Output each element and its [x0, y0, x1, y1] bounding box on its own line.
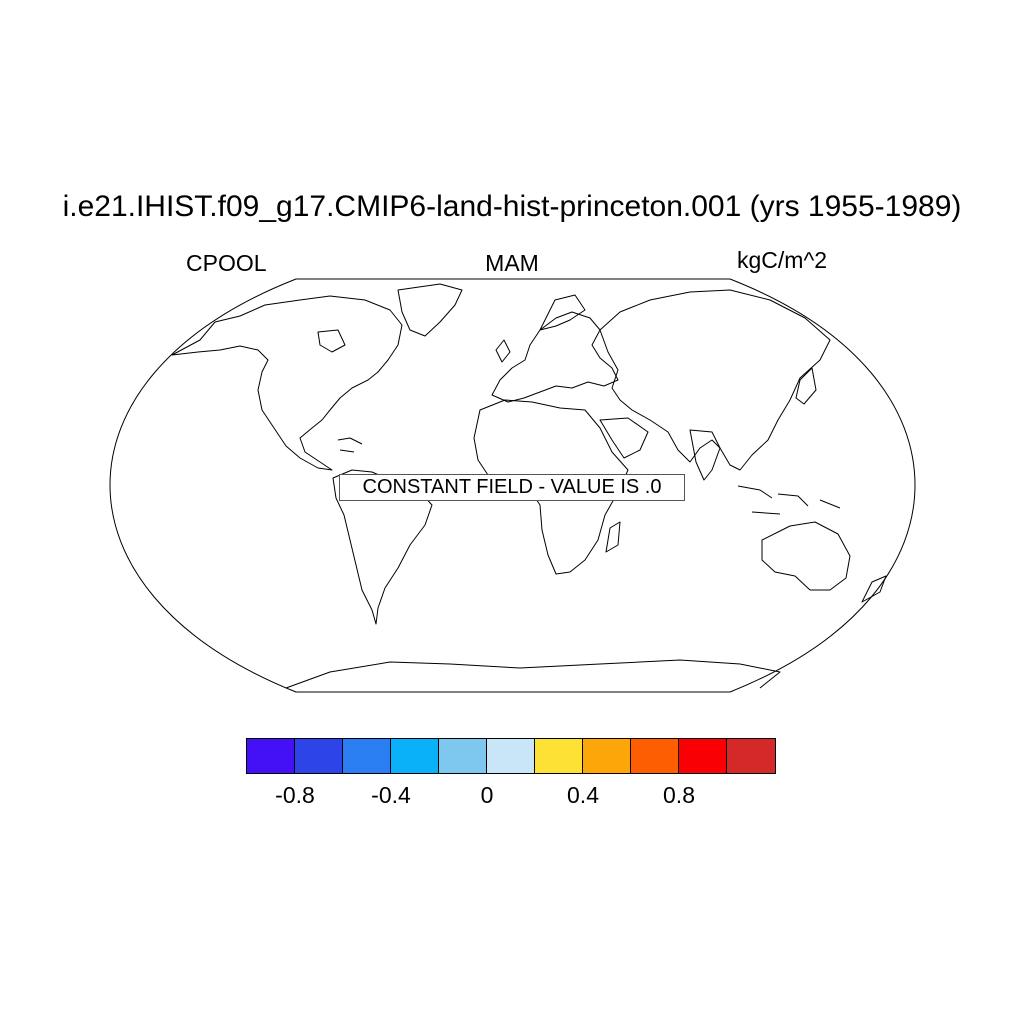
colorbar-tick-label: 0.4: [567, 782, 599, 808]
coast-arabia: [599, 417, 649, 459]
coast-greenland: [397, 283, 463, 337]
colorbar-tick-label: -0.8: [275, 782, 315, 808]
coast-asia: [599, 289, 831, 471]
colorbar-tick-label: 0: [480, 782, 494, 808]
coast-britain: [495, 339, 511, 363]
colorbar-swatch-3: [391, 739, 439, 773]
coast-madagascar: [605, 521, 621, 553]
colorbar-swatch-4: [439, 739, 487, 773]
colorbar: [246, 738, 776, 774]
colorbar-swatch-1: [295, 739, 343, 773]
season-label: MAM: [485, 250, 539, 276]
units-label: kgC/m^2: [737, 247, 828, 273]
colorbar-swatch-8: [631, 739, 679, 773]
coast-japan: [795, 367, 817, 405]
coast-scandinavia: [539, 294, 586, 331]
plot-title: i.e21.IHIST.f09_g17.CMIP6-land-hist-prin…: [62, 190, 962, 223]
colorbar-swatch-10: [727, 739, 775, 773]
colorbar-swatch-5: [487, 739, 535, 773]
coast-new-zealand: [861, 575, 887, 603]
coast-antarctica: [285, 659, 781, 689]
colorbar-swatch-0: [247, 739, 295, 773]
coast-india: [689, 429, 721, 481]
coast-caribbean: [337, 437, 363, 453]
colorbar-swatch-9: [679, 739, 727, 773]
variable-label: CPOOL: [186, 250, 267, 276]
coast-indonesia: [737, 485, 841, 515]
colorbar-tick-label: 0.8: [663, 782, 695, 808]
colorbar-swatch-6: [535, 739, 583, 773]
constant-field-notice: CONSTANT FIELD - VALUE IS .0: [339, 474, 685, 501]
coast-australia: [761, 521, 851, 591]
coast-hudson: [317, 329, 346, 353]
coast-europe: [491, 311, 619, 403]
coast-north-america: [171, 295, 403, 471]
colorbar-swatch-2: [343, 739, 391, 773]
colorbar-tick-label: -0.4: [371, 782, 411, 808]
colorbar-swatch-7: [583, 739, 631, 773]
